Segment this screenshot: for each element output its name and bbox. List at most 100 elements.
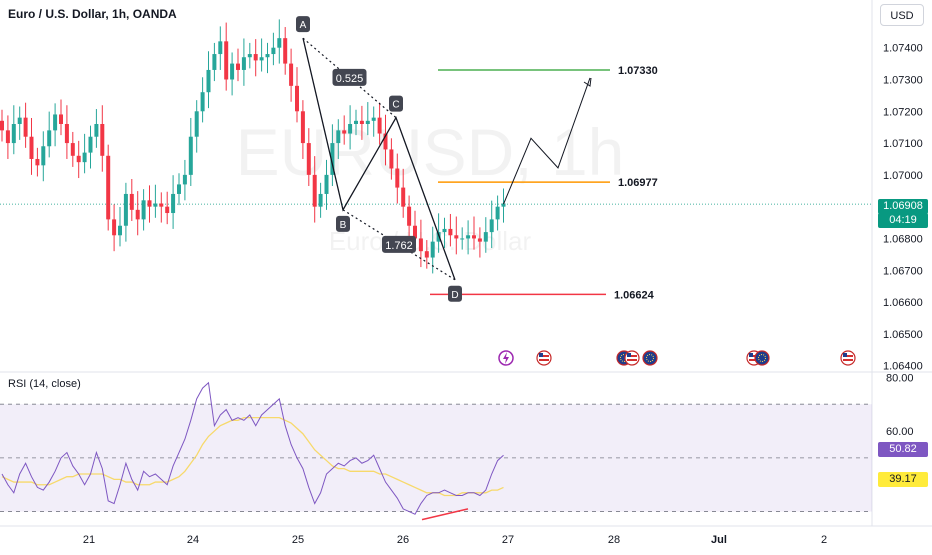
candle-body xyxy=(354,120,358,124)
time-tick-label: 24 xyxy=(187,534,199,546)
candle-body xyxy=(159,203,164,207)
candle-body xyxy=(212,54,217,70)
eu-flag-icon xyxy=(642,350,658,366)
candle-body xyxy=(401,187,406,207)
us-flag-icon xyxy=(627,353,631,357)
candle-body xyxy=(47,130,52,147)
candle-body xyxy=(5,130,10,144)
level-label-stop: 1.06624 xyxy=(614,289,655,301)
us-flag-icon xyxy=(627,359,637,361)
candle-body xyxy=(495,206,500,220)
time-tick-label: 25 xyxy=(292,534,304,546)
candle-body xyxy=(194,111,199,137)
price-tick-label: 1.06700 xyxy=(883,265,923,277)
candle-body xyxy=(259,57,264,61)
candle-body xyxy=(348,124,353,134)
pattern-point-label: B xyxy=(340,220,347,231)
candle-body xyxy=(94,124,99,137)
candle-body xyxy=(76,155,81,163)
candle-body xyxy=(106,155,111,220)
symbol-title: Euro / U.S. Dollar, 1h, OANDA xyxy=(8,7,177,21)
us-flag-icon xyxy=(539,355,549,357)
candle-body xyxy=(53,114,58,131)
candle-body xyxy=(177,184,181,194)
candle-body xyxy=(395,168,400,188)
level-label-target: 1.07330 xyxy=(618,65,658,77)
us-flag-icon xyxy=(749,355,759,357)
candle-body xyxy=(365,120,370,124)
candle-body xyxy=(236,63,240,70)
pattern-point-badge xyxy=(296,16,310,33)
rsi-ma-value-tag: 39.17 xyxy=(878,472,928,487)
candle-body xyxy=(129,193,134,210)
price-tick-label: 1.06600 xyxy=(883,297,923,309)
candle-body xyxy=(477,238,482,242)
rsi-title: RSI (14, close) xyxy=(8,378,81,390)
candle-body xyxy=(88,136,93,153)
candle-body xyxy=(330,143,335,175)
price-tick-label: 1.07300 xyxy=(883,74,923,86)
us-flag-icon xyxy=(539,359,549,361)
time-tick-label: Jul xyxy=(711,534,727,546)
candle-body xyxy=(295,85,299,112)
ratio-badge xyxy=(332,68,367,86)
price-tick-label: 1.07000 xyxy=(883,170,923,182)
watermark-symbol: EURUSD, 1h xyxy=(236,115,625,189)
countdown-tag: 04:19 xyxy=(878,213,928,228)
candle-body xyxy=(253,54,258,61)
rsi-tick-label: 60.00 xyxy=(886,426,914,438)
rsi-value-tag: 50.82 xyxy=(878,442,928,457)
time-tick-label: 28 xyxy=(608,534,620,546)
currency-button[interactable]: USD xyxy=(880,4,924,26)
candle-body xyxy=(466,235,471,239)
projection-path xyxy=(503,77,591,205)
candle-body xyxy=(153,203,158,207)
candle-body xyxy=(123,193,128,226)
candle-body xyxy=(359,120,364,124)
projection-arrowhead xyxy=(583,77,592,87)
candle-body xyxy=(230,63,235,80)
candle-body xyxy=(389,149,394,169)
candle-body xyxy=(100,124,105,156)
ratio-label: 0.525 xyxy=(336,73,364,85)
candle-body xyxy=(324,174,329,194)
rsi-tick-label: 80.00 xyxy=(886,372,914,384)
candle-body xyxy=(41,146,46,166)
price-tick-label: 1.06800 xyxy=(883,233,923,245)
rsi-divergence-line xyxy=(421,508,469,521)
candle-body xyxy=(418,238,423,252)
candle-body xyxy=(271,47,276,55)
candle-body xyxy=(70,143,75,156)
eu-flag-icon xyxy=(758,354,766,362)
candle-body xyxy=(265,54,270,58)
us-flag-icon xyxy=(627,355,637,357)
candle-body xyxy=(336,130,341,144)
candle-body xyxy=(472,235,476,239)
us-flag-icon xyxy=(843,359,853,361)
last-price-tag: 1.06908 xyxy=(878,199,928,214)
candle-body xyxy=(23,117,28,137)
candle-body xyxy=(147,200,152,207)
candle-body xyxy=(460,238,465,240)
time-tick-label: 27 xyxy=(502,534,514,546)
candle-body xyxy=(306,143,311,175)
candle-body xyxy=(300,111,305,144)
watermark-name: Euro / U.S. Dollar xyxy=(329,226,532,256)
us-flag-icon xyxy=(539,353,543,357)
rsi-line xyxy=(1,381,504,515)
price-tick-label: 1.07400 xyxy=(883,43,923,55)
us-flag-icon xyxy=(843,355,853,357)
candle-body xyxy=(407,206,412,226)
candle-body xyxy=(312,174,317,207)
candle-body xyxy=(200,92,205,112)
candle-body xyxy=(383,133,388,150)
candle-body xyxy=(377,117,382,134)
candle-body xyxy=(118,225,122,236)
level-label-mid: 1.06977 xyxy=(618,177,658,189)
candle-body xyxy=(17,117,22,124)
rsi-ma-line xyxy=(1,416,504,497)
candle-body xyxy=(501,203,506,207)
candle-body xyxy=(318,193,323,207)
